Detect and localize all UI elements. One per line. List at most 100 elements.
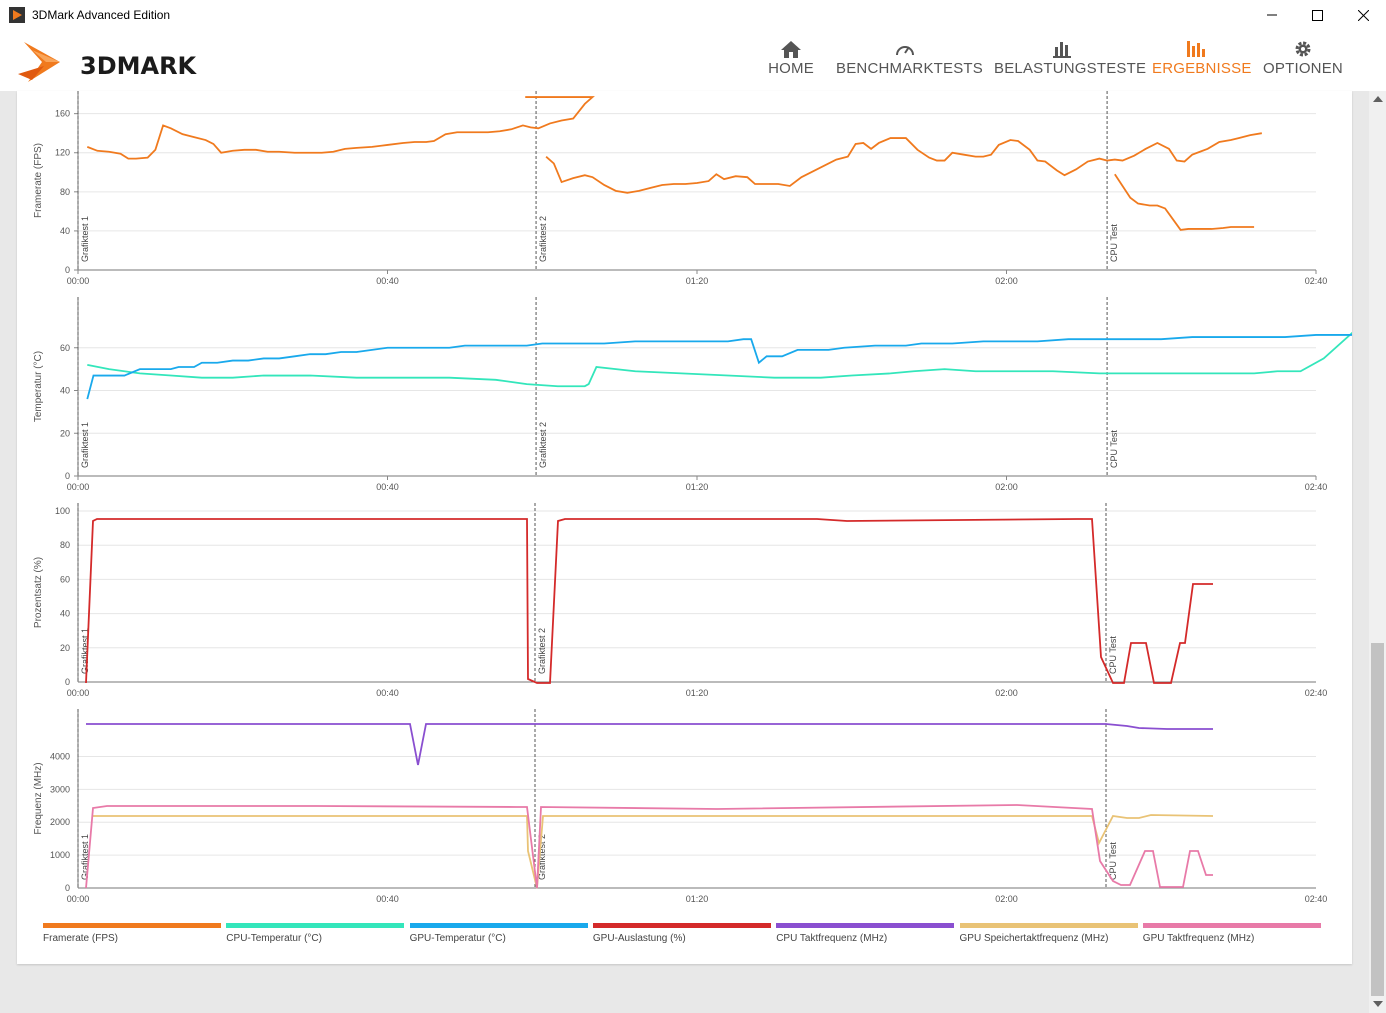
- scroll-down-icon[interactable]: [1373, 1001, 1383, 1007]
- legend-label: GPU Taktfrequenz (MHz): [1142, 933, 1255, 944]
- series-line: [85, 804, 1213, 889]
- nav-benchmarktests[interactable]: BENCHMARKTESTS: [836, 30, 983, 91]
- y-tick-label: 0: [65, 471, 70, 481]
- legend-item[interactable]: CPU Taktfrequenz (MHz): [776, 923, 955, 953]
- series-line: [85, 518, 1213, 684]
- app-logo[interactable]: 3DMARK: [18, 36, 238, 84]
- x-tick-label: 02:00: [995, 482, 1018, 492]
- nav-belastungsteste[interactable]: BELASTUNGSTESTE: [994, 30, 1147, 91]
- x-tick-label: 01:20: [686, 894, 709, 904]
- x-tick-label: 00:40: [376, 688, 399, 698]
- chart-panel-1: 0 40 80 120 160 00:00 00:40 01:20 02:00 02:40 Fram…: [33, 91, 1327, 286]
- test-marker-label: CPU Test: [1109, 430, 1119, 468]
- test-marker-label: Grafiktest 2: [537, 834, 547, 880]
- test-marker-label: Grafiktest 1: [80, 628, 90, 674]
- minimize-icon: [1267, 14, 1277, 16]
- legend-swatch: [776, 923, 955, 928]
- maximize-icon: [1311, 9, 1323, 21]
- y-axis-label: Framerate (FPS): [33, 143, 44, 218]
- legend-label: GPU-Temperatur (°C): [409, 933, 506, 944]
- y-tick-label: 0: [65, 265, 70, 275]
- legend-swatch: [226, 923, 405, 928]
- series-line: [86, 96, 595, 160]
- gear-icon: [1295, 41, 1311, 57]
- y-tick-label: 3000: [50, 784, 70, 794]
- series-line: [86, 334, 1352, 400]
- nav-benchmarktests-label: BENCHMARKTESTS: [836, 60, 983, 77]
- app-header: 3DMARK HOME BENCHMARKTESTS BELASTUNGSTES…: [0, 30, 1386, 91]
- maximize-button[interactable]: [1294, 0, 1340, 30]
- chart-panel-2: 0 20 40 60 00:00 00:40 01:20 02:00 02:40 Temperat…: [33, 297, 1352, 492]
- legend-swatch: [959, 923, 1138, 928]
- legend-item[interactable]: Framerate (FPS): [43, 923, 221, 953]
- y-tick-label: 20: [60, 428, 70, 438]
- close-button[interactable]: [1340, 0, 1386, 30]
- legend-item[interactable]: GPU-Auslastung (%): [592, 923, 771, 953]
- y-tick-label: 2000: [50, 817, 70, 827]
- legend-label: Framerate (FPS): [43, 933, 119, 944]
- nav-home[interactable]: HOME: [764, 30, 818, 91]
- y-axis-label: Temperatur (°C): [33, 351, 44, 422]
- results-panel: 0 40 80 120 160 00:00 00:40 01:20 02:00 02:40 Fram…: [17, 91, 1352, 964]
- chart-panel-3: 0 20 40 60 80 100 00:00 00:40 01:20 02:00 02:40 Pro…: [33, 503, 1327, 698]
- y-tick-label: 20: [60, 643, 70, 653]
- series-line: [93, 814, 1214, 889]
- scrollbar-thumb[interactable]: [1371, 643, 1384, 996]
- legend-item[interactable]: GPU Taktfrequenz (MHz): [1142, 923, 1321, 953]
- nav-belastungsteste-label: BELASTUNGSTESTE: [994, 60, 1147, 77]
- legend-label: GPU-Auslastung (%): [592, 933, 686, 944]
- monitoring-charts: 0 40 80 120 160 00:00 00:40 01:20 02:00 02:40 Fram…: [33, 91, 1352, 904]
- x-tick-label: 02:00: [995, 688, 1018, 698]
- app-icon: [9, 7, 25, 23]
- series-line: [86, 723, 1213, 766]
- test-marker-label: CPU Test: [1109, 224, 1119, 262]
- nav-optionen[interactable]: OPTIONEN: [1262, 30, 1344, 91]
- x-tick-label: 02:40: [1305, 276, 1328, 286]
- legend-item[interactable]: CPU-Temperatur (°C): [226, 923, 405, 953]
- y-tick-label: 0: [65, 677, 70, 687]
- test-marker-label: Grafiktest 2: [538, 422, 548, 468]
- y-tick-label: 1000: [50, 850, 70, 860]
- logo-mark-icon: [18, 42, 60, 82]
- x-tick-label: 01:20: [686, 276, 709, 286]
- x-tick-label: 02:00: [995, 894, 1018, 904]
- test-marker-label: Grafiktest 2: [538, 216, 548, 262]
- legend-item[interactable]: GPU Speichertaktfrequenz (MHz): [959, 923, 1138, 953]
- legend-item[interactable]: GPU-Temperatur (°C): [409, 923, 588, 953]
- x-tick-label: 02:40: [1305, 894, 1328, 904]
- test-marker-label: Grafiktest 1: [80, 422, 90, 468]
- legend-label: CPU-Temperatur (°C): [226, 933, 322, 944]
- legend-swatch: [409, 923, 588, 928]
- legend-label: CPU Taktfrequenz (MHz): [776, 933, 888, 944]
- scroll-up-icon[interactable]: [1373, 96, 1383, 102]
- bar-chart-icon: [1053, 42, 1071, 58]
- results-icon: [1187, 41, 1205, 57]
- x-tick-label: 01:20: [686, 688, 709, 698]
- x-tick-label: 00:00: [67, 894, 90, 904]
- x-tick-label: 02:00: [995, 276, 1018, 286]
- test-marker-label: CPU Test: [1108, 636, 1118, 674]
- legend-swatch: [1142, 923, 1321, 928]
- nav-ergebnisse-label: ERGEBNISSE: [1152, 60, 1252, 77]
- title-bar: 3DMark Advanced Edition: [0, 0, 1386, 30]
- y-tick-label: 40: [60, 609, 70, 619]
- x-tick-label: 01:20: [686, 482, 709, 492]
- y-tick-label: 100: [55, 506, 70, 516]
- nav-ergebnisse[interactable]: ERGEBNISSE: [1152, 30, 1252, 91]
- x-tick-label: 02:40: [1305, 688, 1328, 698]
- y-tick-label: 4000: [50, 751, 70, 761]
- y-tick-label: 160: [55, 109, 70, 119]
- y-tick-label: 40: [60, 386, 70, 396]
- close-icon: [1357, 9, 1369, 21]
- chart-panel-4: 0 1000 2000 3000 4000 00:00 00:40 01:20 02:00 02:…: [33, 709, 1327, 904]
- y-tick-label: 0: [65, 883, 70, 893]
- window-title: 3DMark Advanced Edition: [32, 8, 171, 22]
- test-marker-label: Grafiktest 1: [80, 216, 90, 262]
- y-tick-label: 60: [60, 574, 70, 584]
- y-tick-label: 80: [60, 187, 70, 197]
- y-tick-label: 40: [60, 226, 70, 236]
- test-marker-label: Grafiktest 1: [80, 834, 90, 880]
- y-tick-label: 120: [55, 148, 70, 158]
- x-tick-label: 00:00: [67, 482, 90, 492]
- minimize-button[interactable]: [1249, 0, 1295, 30]
